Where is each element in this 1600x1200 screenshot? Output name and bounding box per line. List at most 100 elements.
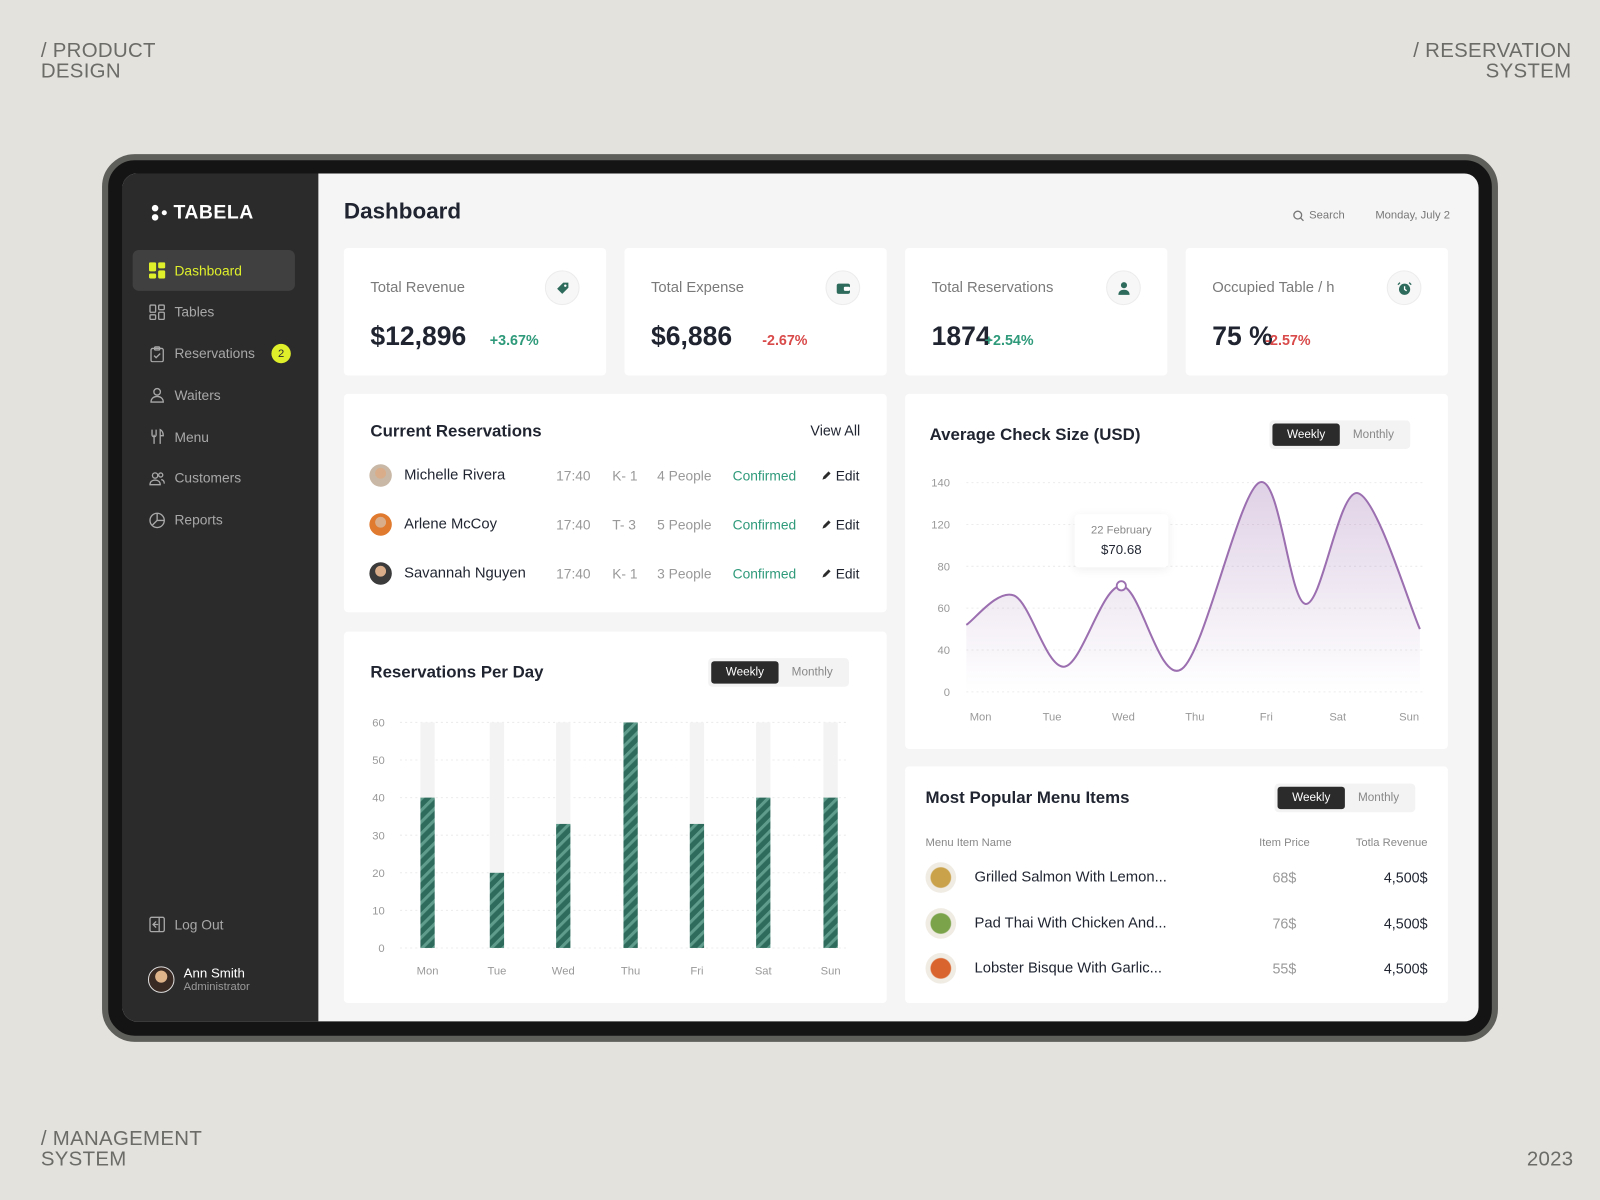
edit-button[interactable]: Edit	[821, 566, 859, 581]
period-toggle: Weekly Monthly	[1274, 783, 1416, 813]
tables-icon	[149, 304, 165, 320]
monthly-tab[interactable]: Monthly	[791, 666, 833, 679]
sidebar-item-customers[interactable]: Customers	[133, 458, 295, 499]
notification-badge: 2	[271, 343, 291, 364]
column-header-name: Menu Item Name	[925, 836, 1012, 849]
period-toggle: Weekly Monthly	[708, 658, 849, 687]
pencil-icon	[822, 569, 831, 578]
view-all-link[interactable]: View All	[810, 422, 861, 439]
y-tick-label: 40	[938, 645, 950, 657]
main-content: Dashboard Search Monday, July 2 Total Re…	[318, 173, 1478, 1021]
item-price: 55$	[1272, 960, 1297, 977]
menu-item-row: Grilled Salmon With Lemon... 68$ 4,500$	[925, 861, 1428, 894]
reservation-time: 17:40	[556, 467, 591, 484]
edit-label: Edit	[835, 565, 860, 582]
card-title: Most Popular Menu Items	[925, 788, 1130, 808]
logo-icon	[151, 204, 167, 221]
sidebar-item-label: Menu	[174, 429, 209, 445]
popular-menu-items-card: Most Popular Menu Items Weekly Monthly Me…	[905, 766, 1448, 1004]
tooltip-date: 22 February	[1091, 524, 1152, 537]
x-tick-label: Sun	[821, 965, 841, 977]
sidebar: TABELA Dashboard Tables Reservations 2 Wa…	[122, 173, 319, 1022]
page-title: Dashboard	[343, 197, 462, 224]
y-tick-label: 10	[372, 905, 384, 917]
user-role: Administrator	[183, 980, 250, 993]
card-title: Current Reservations	[370, 422, 542, 441]
x-tick-label: Mon	[417, 965, 439, 977]
weekly-tab[interactable]: Weekly	[1277, 786, 1345, 810]
y-tick-label: 120	[931, 520, 950, 532]
bar-mon	[420, 797, 435, 948]
item-price: 68$	[1272, 869, 1297, 886]
header-tools: Search Monday, July 2	[1293, 209, 1450, 221]
dish-image	[925, 907, 957, 939]
area-chart: 0 40 60 80 120 140 Mon Tue Wed Thu Fri Sat Sun	[931, 478, 1426, 723]
x-tick-label: Fri	[690, 965, 703, 977]
y-tick-label: 40	[372, 793, 384, 805]
logout-button[interactable]: Log Out	[149, 916, 224, 933]
bar-sun	[823, 797, 838, 948]
sidebar-item-menu[interactable]: Menu	[133, 417, 295, 458]
dish-image	[925, 862, 957, 893]
stat-card: Total Revenue $12,896 +3.67%	[343, 247, 607, 376]
series-line	[965, 481, 1421, 672]
area-fill	[966, 482, 1420, 692]
edit-button[interactable]: Edit	[821, 517, 859, 532]
stat-change: -2.57%	[1265, 331, 1311, 348]
x-tick-label: Wed	[552, 965, 575, 977]
app-logo[interactable]: TABELA	[151, 202, 254, 224]
sidebar-item-label: Dashboard	[174, 262, 242, 279]
current-date: Monday, July 2	[1375, 209, 1450, 222]
app-window: TABELA Dashboard Tables Reservations 2 Wa…	[122, 173, 1479, 1022]
current-reservations-card: Current Reservations View All Michelle R…	[343, 393, 887, 613]
user-icon	[1106, 270, 1141, 306]
sidebar-item-reservations[interactable]: Reservations 2	[133, 333, 295, 374]
stat-value: 75 %	[1212, 320, 1273, 352]
status-badge: Confirmed	[732, 565, 797, 582]
monthly-tab[interactable]: Monthly	[1358, 791, 1400, 805]
y-tick-label: 30	[372, 830, 384, 842]
item-price: 76$	[1272, 914, 1297, 932]
logout-label: Log Out	[174, 916, 224, 933]
weekly-tab[interactable]: Weekly	[711, 661, 779, 684]
user-profile[interactable]: Ann Smith Administrator	[147, 965, 250, 993]
reservations-per-day-card: Reservations Per Day Weekly Monthly 0 10 20…	[343, 631, 887, 1004]
sidebar-item-dashboard[interactable]: Dashboard	[132, 249, 295, 291]
average-check-size-card: Average Check Size (USD) Weekly Monthly 0…	[905, 393, 1448, 749]
y-tick-label: 60	[938, 603, 950, 615]
tooltip-value: $70.68	[1101, 541, 1142, 558]
weekly-tab[interactable]: Weekly	[1272, 423, 1340, 446]
stat-value: $6,886	[651, 320, 733, 352]
bar-chart: 0 10 20 30 40 50 60 Mon Tue Wed Thu Fri Sat Sun	[372, 718, 849, 977]
clipboard-check-icon	[150, 345, 164, 362]
clock-icon	[1386, 270, 1422, 306]
chart-tooltip: 22 February $70.68	[1074, 514, 1169, 568]
edit-button[interactable]: Edit	[821, 468, 859, 483]
menu-item-name: Lobster Bisque With Garlic...	[974, 960, 1162, 977]
sidebar-item-waiters[interactable]: Waiters	[133, 375, 295, 416]
reservation-row: Savannah Nguyen 17:40 K- 1 3 People Conf…	[369, 560, 859, 587]
party-size: 3 People	[657, 565, 712, 582]
x-tick-label: Sun	[1399, 711, 1419, 723]
stat-card: Total Expense $6,886 -2.67%	[624, 247, 887, 376]
y-tick-label: 0	[944, 687, 950, 699]
sidebar-item-label: Reports	[174, 512, 223, 528]
menu-item-row: Pad Thai With Chicken And... 76$ 4,500$	[925, 907, 1428, 940]
y-tick-label: 50	[372, 755, 384, 767]
pencil-icon	[822, 471, 831, 480]
fork-knife-icon	[151, 428, 164, 445]
monthly-tab[interactable]: Monthly	[1352, 428, 1395, 441]
sidebar-item-tables[interactable]: Tables	[133, 292, 295, 333]
search-button[interactable]: Search	[1293, 209, 1345, 221]
stat-value: 1874	[931, 320, 991, 352]
tag-icon	[544, 270, 580, 306]
period-toggle: Weekly Monthly	[1269, 420, 1411, 449]
sidebar-item-label: Reservations	[174, 346, 255, 362]
x-tick-label: Thu	[1185, 711, 1204, 723]
sidebar-item-reports[interactable]: Reports	[133, 500, 295, 541]
y-tick-label: 80	[938, 561, 950, 573]
table-number: K- 1	[612, 565, 638, 582]
party-size: 4 People	[657, 467, 712, 484]
dish-image	[925, 953, 957, 984]
guest-name: Michelle Rivera	[404, 467, 506, 484]
